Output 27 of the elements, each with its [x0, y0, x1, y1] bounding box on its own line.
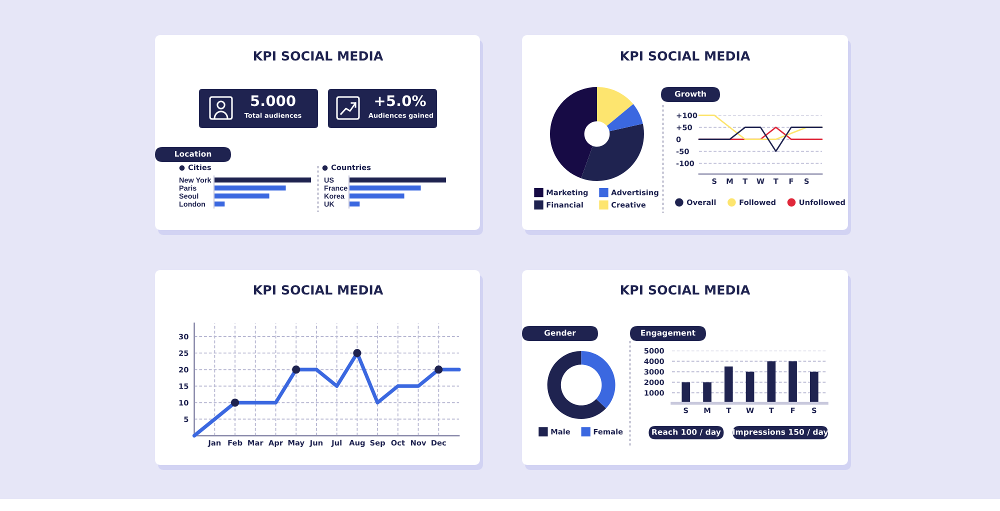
bar [767, 361, 776, 404]
bar [349, 178, 446, 182]
bar [703, 382, 712, 404]
bar [214, 194, 270, 198]
donut-slice [581, 124, 644, 181]
donut-slice [547, 351, 606, 419]
donut-slice [581, 351, 616, 408]
bar [349, 202, 360, 206]
donut-slice [606, 104, 643, 132]
bar [724, 366, 733, 404]
bar [349, 194, 404, 198]
text: 5.000 [251, 95, 296, 106]
donut-slice [597, 87, 634, 126]
text: KPI SOCIAL MEDIA [254, 51, 384, 61]
bar [788, 361, 797, 404]
chart-title: KPI SOCIAL MEDIA [254, 285, 384, 295]
bar [214, 202, 225, 206]
text: +5.0% [375, 95, 426, 106]
bar [214, 178, 311, 182]
bar [746, 372, 754, 404]
chart-title: KPI SOCIAL MEDIA [620, 285, 750, 295]
donut-slice [550, 87, 597, 178]
text: KPI SOCIAL MEDIA [620, 51, 750, 61]
bar [682, 382, 690, 404]
bar [349, 186, 421, 190]
bar [810, 372, 818, 404]
bar [214, 186, 286, 190]
